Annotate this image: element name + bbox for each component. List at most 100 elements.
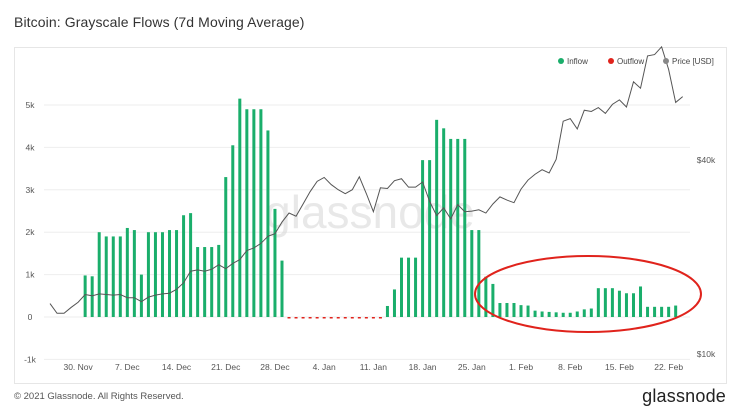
inflow-bar — [484, 276, 488, 317]
inflow-bar — [603, 288, 607, 317]
inflow-bar — [421, 160, 425, 317]
inflow-bar — [259, 109, 263, 318]
inflow-bar — [203, 247, 207, 317]
inflow-bar — [547, 311, 551, 317]
y-tick-label: 0 — [28, 312, 33, 322]
x-tick-label: 8. Feb — [558, 362, 582, 372]
inflow-bar — [610, 288, 614, 317]
x-tick-label: 14. Dec — [162, 362, 192, 372]
inflow-bar — [624, 293, 628, 317]
price-line — [49, 45, 684, 314]
inflow-bar — [400, 257, 403, 317]
inflow-bar — [498, 303, 502, 317]
inflow-bar — [153, 232, 157, 317]
inflow-bar — [428, 160, 432, 317]
outflow-bar — [336, 317, 340, 319]
legend-marker[interactable] — [608, 58, 614, 64]
outflow-bar — [301, 317, 305, 319]
y-tick-label: 5k — [26, 100, 36, 110]
inflow-bar — [582, 309, 586, 317]
y-tick-label: 4k — [26, 142, 36, 152]
outflow-bar — [350, 317, 354, 319]
inflow-bar — [273, 208, 277, 317]
outflow-bar — [357, 317, 361, 319]
x-tick-label: 18. Jan — [409, 362, 437, 372]
legend-label[interactable]: Outflow — [617, 57, 644, 66]
inflow-bar — [667, 306, 671, 317]
inflow-bar — [526, 305, 530, 317]
outflow-bar — [364, 317, 368, 319]
x-tick-label: 21. Dec — [211, 362, 241, 372]
legend-label[interactable]: Inflow — [567, 57, 588, 66]
inflow-bar — [210, 247, 214, 317]
inflow-bar — [252, 109, 256, 318]
inflow-bar — [238, 98, 242, 317]
inflow-bar — [505, 303, 509, 317]
inflow-bar — [168, 230, 172, 317]
inflow-bar — [631, 293, 635, 317]
inflow-bar — [90, 276, 94, 317]
outflow-bar — [329, 317, 333, 319]
inflow-bar — [617, 290, 621, 317]
inflow-bar — [575, 311, 579, 317]
inflow-bar — [139, 274, 143, 317]
inflow-bar — [224, 177, 228, 317]
legend-marker[interactable] — [558, 58, 564, 64]
inflow-bar — [407, 257, 411, 317]
inflow-bar — [392, 289, 396, 317]
inflow-bar — [266, 130, 270, 317]
inflow-bar — [456, 138, 460, 317]
y-right-tick-label: $40k — [697, 155, 716, 165]
outflow-bar — [343, 317, 347, 319]
outflow-bar — [308, 317, 312, 319]
inflow-bar — [449, 138, 453, 317]
inflow-bar — [160, 232, 164, 317]
inflow-bar — [589, 308, 593, 317]
inflow-bar — [146, 232, 150, 317]
inflow-bar — [111, 236, 115, 317]
inflow-bar — [231, 145, 235, 317]
outflow-bar — [378, 317, 382, 319]
x-tick-label: 28. Dec — [260, 362, 290, 372]
y-right-tick-label: $10k — [697, 349, 716, 359]
annotation-ellipse — [474, 255, 702, 333]
inflow-bar — [596, 288, 600, 317]
x-tick-label: 22. Feb — [654, 362, 683, 372]
inflow-bar — [470, 230, 474, 317]
inflow-bar — [442, 128, 446, 317]
inflow-bar — [196, 247, 200, 317]
chart-frame — [14, 47, 727, 384]
outflow-bar — [287, 317, 291, 319]
inflow-bar — [463, 138, 467, 317]
inflow-bar — [519, 305, 523, 317]
inflow-bar — [280, 260, 284, 317]
inflow-bar — [414, 257, 418, 317]
y-tick-label: -1k — [24, 354, 37, 364]
y-tick-label: 2k — [26, 227, 36, 237]
inflow-bar — [118, 236, 122, 317]
inflow-bar — [132, 230, 136, 317]
x-tick-label: 1. Feb — [509, 362, 533, 372]
inflow-bar — [561, 312, 565, 317]
inflow-bar — [568, 312, 572, 317]
inflow-bar — [245, 109, 249, 318]
inflow-bar — [189, 213, 193, 317]
inflow-bar — [175, 230, 179, 317]
inflow-bar — [125, 227, 129, 317]
inflow-bar — [674, 305, 678, 317]
inflow-bar — [512, 303, 516, 317]
inflow-bar — [646, 306, 650, 317]
glassnode-logo[interactable]: glassnode — [642, 386, 726, 406]
x-tick-label: 11. Jan — [360, 362, 388, 372]
inflow-bar — [554, 312, 558, 317]
legend-label[interactable]: Price [USD] — [672, 57, 714, 66]
x-tick-label: 4. Jan — [313, 362, 336, 372]
inflow-bar — [660, 306, 664, 317]
inflow-bar — [540, 311, 544, 317]
x-tick-label: 25. Jan — [458, 362, 486, 372]
inflow-bar — [385, 305, 389, 317]
x-tick-label: 15. Feb — [605, 362, 634, 372]
inflow-bar — [97, 232, 101, 317]
legend-marker[interactable] — [663, 58, 669, 64]
